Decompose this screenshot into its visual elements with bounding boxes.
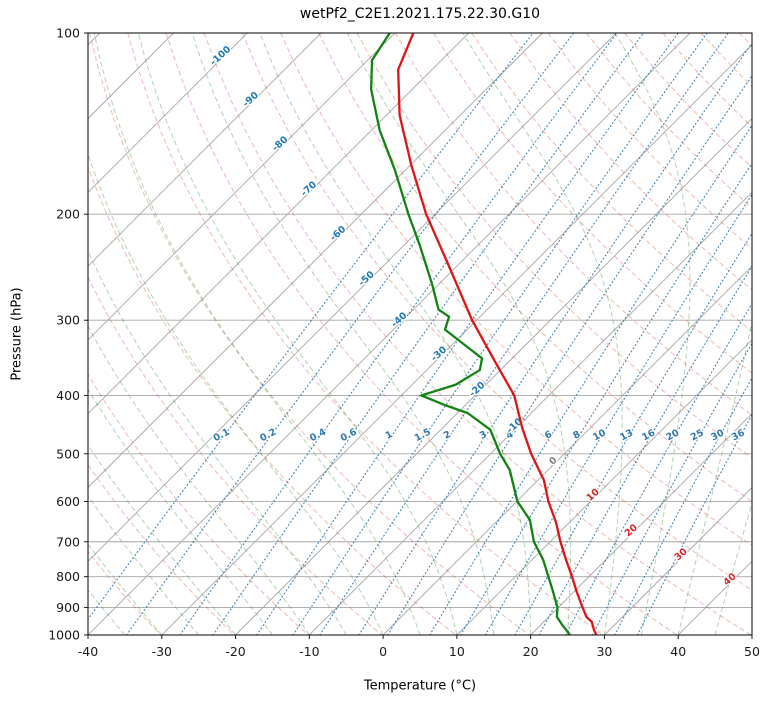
svg-text:1000: 1000 <box>48 628 80 643</box>
svg-text:-10: -10 <box>299 644 319 659</box>
y-axis-label: Pressure (hPa) <box>9 287 25 381</box>
x-axis-label: Temperature (°C) <box>363 678 477 694</box>
svg-text:800: 800 <box>56 569 80 584</box>
svg-text:100: 100 <box>56 26 80 41</box>
svg-text:-30: -30 <box>152 644 172 659</box>
svg-text:700: 700 <box>56 534 80 549</box>
svg-text:900: 900 <box>56 600 80 615</box>
svg-text:50: 50 <box>744 644 760 659</box>
svg-text:0: 0 <box>379 644 387 659</box>
svg-text:-40: -40 <box>78 644 98 659</box>
svg-text:300: 300 <box>56 313 80 328</box>
svg-text:30: 30 <box>596 644 612 659</box>
svg-text:40: 40 <box>670 644 686 659</box>
svg-text:500: 500 <box>56 446 80 461</box>
svg-text:25: 25 <box>689 427 706 443</box>
svg-text:10: 10 <box>449 644 465 659</box>
svg-text:400: 400 <box>56 388 80 403</box>
svg-text:-20: -20 <box>225 644 245 659</box>
svg-text:200: 200 <box>56 207 80 222</box>
svg-text:600: 600 <box>56 494 80 509</box>
chart-title: wetPf2_C2E1.2021.175.22.30.G10 <box>299 6 541 22</box>
svg-text:20: 20 <box>523 644 539 659</box>
